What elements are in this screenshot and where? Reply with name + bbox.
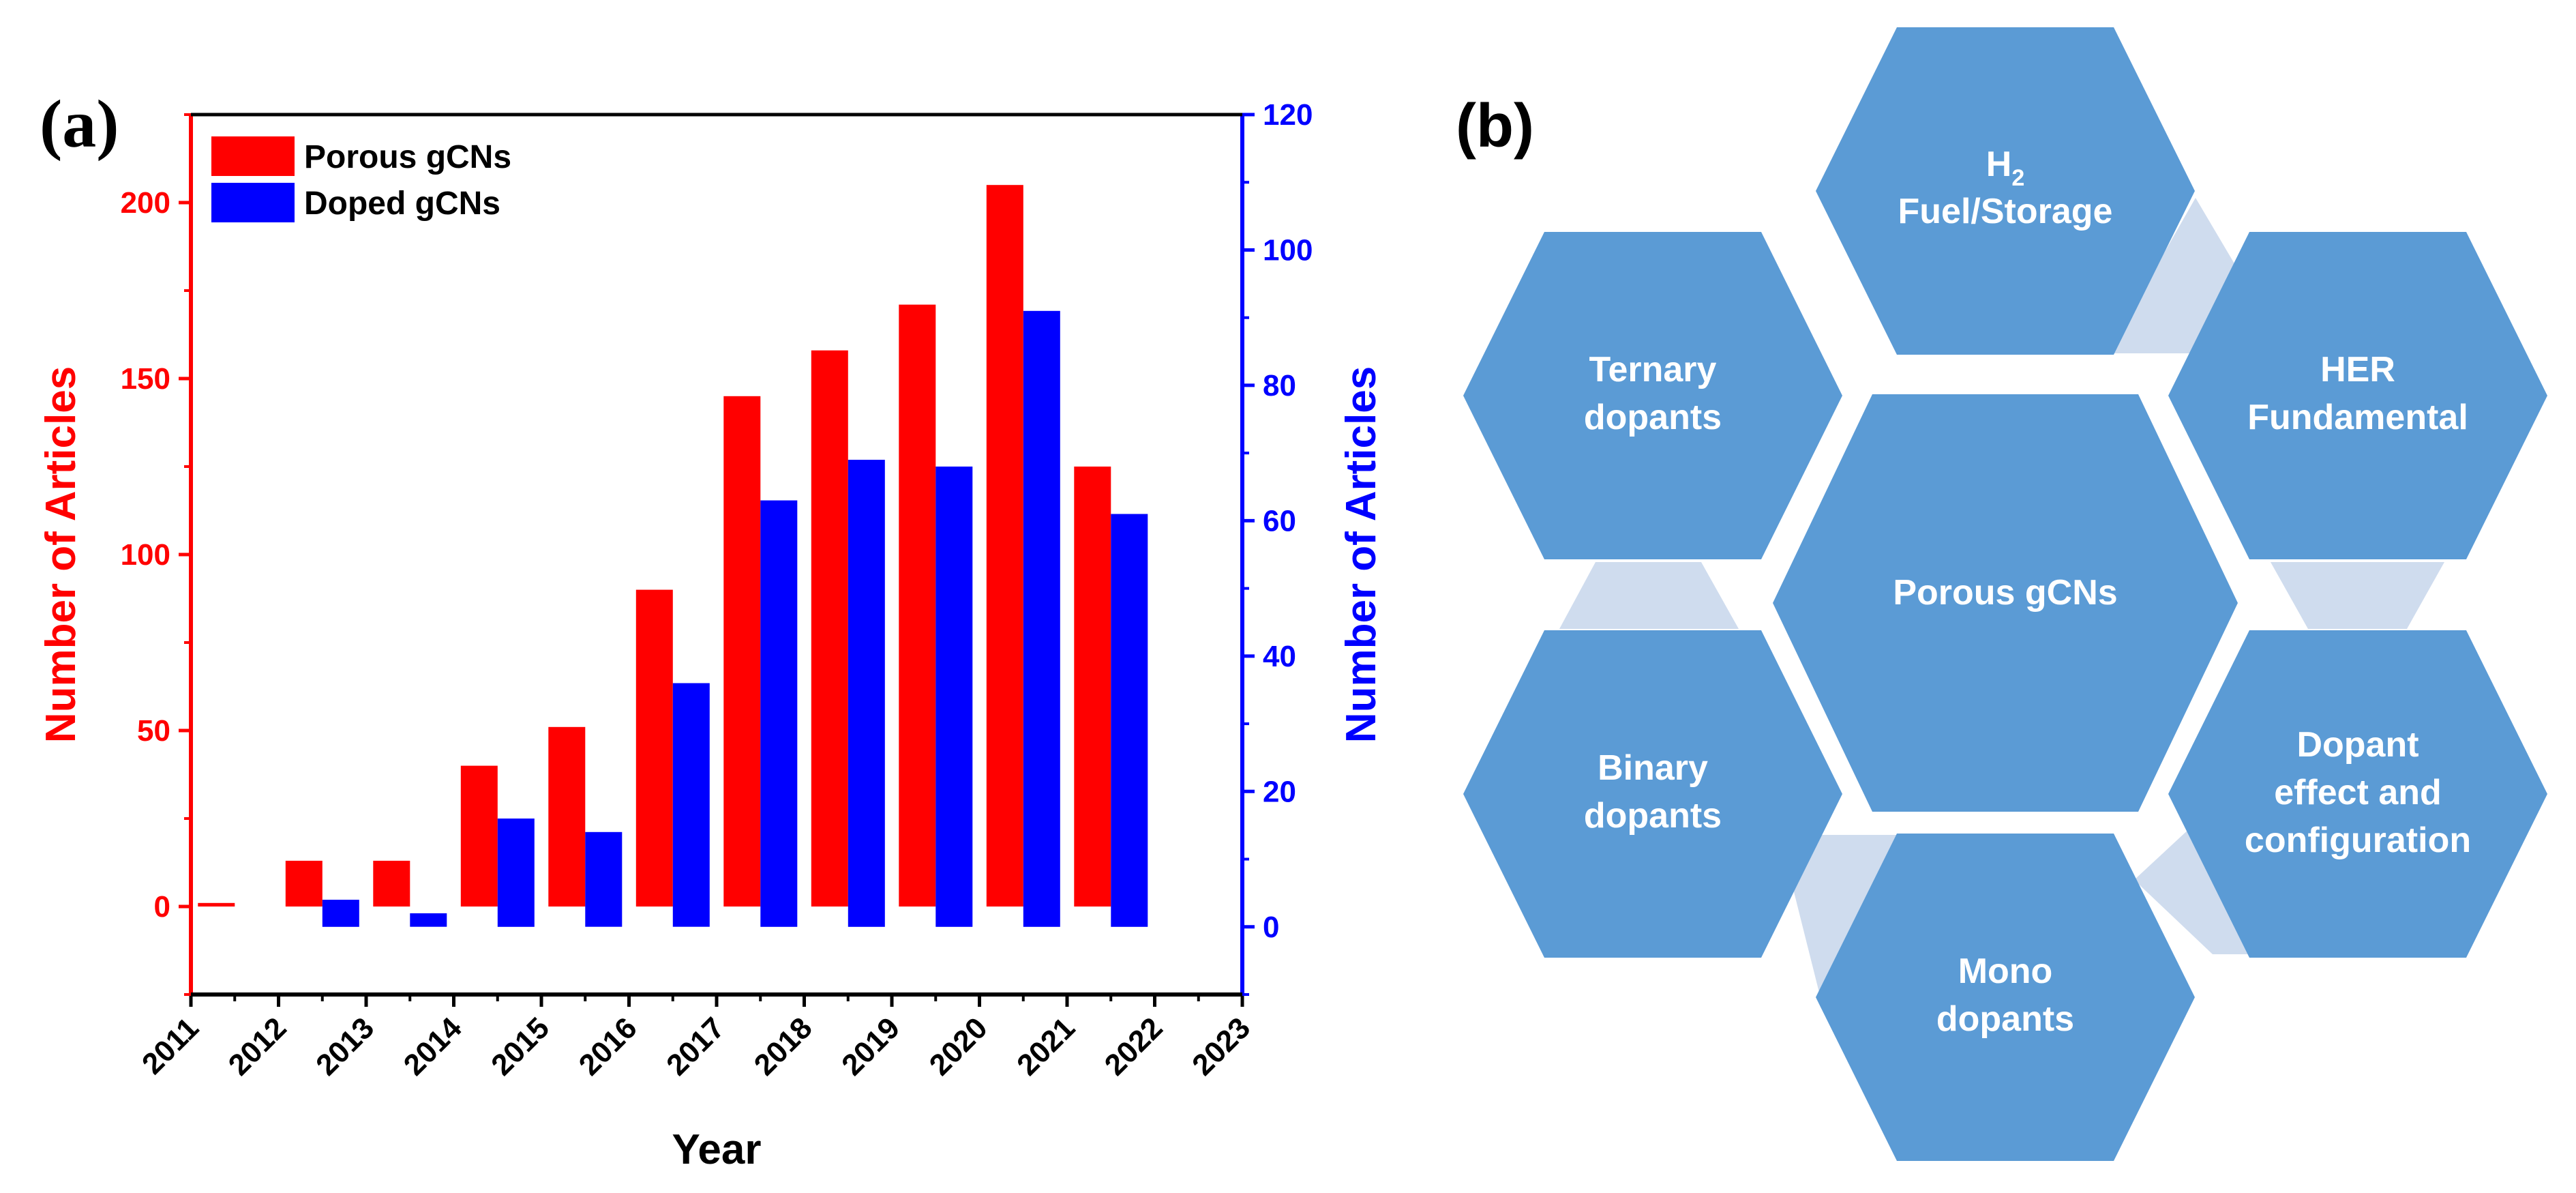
y-left-tick-label-100: 100 [121, 538, 170, 572]
connector-top-upper-right [2107, 198, 2240, 353]
bar-porous-4 [548, 726, 586, 907]
h-subscript: 2 [2011, 165, 2024, 191]
hex-upper-left-label-line1: Ternary [1589, 350, 1717, 389]
h-letter: H [1986, 145, 2012, 184]
bar-porous-0 [198, 902, 235, 907]
legend-swatch-porous [211, 136, 295, 176]
bar-porous-8 [899, 304, 936, 907]
bar-porous-6 [723, 396, 761, 907]
bar-doped-0 [322, 900, 359, 927]
legend: Porous gCNs Doped gCNs [211, 136, 511, 222]
y-right-tick-label-80: 80 [1263, 369, 1296, 402]
legend-swatch-doped [211, 183, 295, 222]
bar-doped-7 [935, 467, 973, 927]
hex-labels: Porous gCNs H2 Fuel/Storage HER Fundamen… [1584, 145, 2471, 1039]
bar-porous-2 [373, 860, 410, 907]
legend-label-porous: Porous gCNs [304, 139, 511, 175]
hex-upper-right-label-line2: Fundamental [2247, 398, 2468, 437]
bars-group [198, 185, 1148, 927]
hex-lower-right-label-line1: Dopant [2296, 725, 2418, 765]
y-right-tick-label-60: 60 [1263, 504, 1296, 537]
hex-lower-right-label-line2: effect and [2274, 773, 2442, 812]
panel-b-label: (b) [1456, 92, 1534, 160]
bar-porous-10 [1074, 467, 1111, 907]
hex-center-label: Porous gCNs [1893, 573, 2117, 613]
y-right-tick-label-20: 20 [1263, 775, 1296, 808]
hex-lower-right [2168, 630, 2547, 958]
hex-lower-left-label-line2: dopants [1584, 796, 1722, 836]
bar-porous-1 [285, 860, 323, 907]
y-left-tick-label-50: 50 [137, 714, 170, 748]
y-right-tick-label-40: 40 [1263, 640, 1296, 673]
hex-bottom-label-line1: Mono [1958, 952, 2053, 991]
y-axis-left-title: Number of Articles [38, 366, 85, 743]
bar-doped-3 [585, 831, 623, 927]
bar-doped-1 [410, 913, 447, 927]
bar-doped-2 [497, 819, 535, 927]
connector-upper-right-lower-right [2271, 562, 2444, 629]
y-right-tick-label-0: 0 [1263, 911, 1279, 944]
panel-a-label: (a) [40, 86, 119, 162]
connector-lower-left-upper-left [1559, 562, 1739, 629]
hex-center [1773, 394, 2238, 812]
hex-bottom-label-line2: dopants [1936, 999, 2074, 1039]
hex-top-label-line2: Fuel/Storage [1898, 192, 2113, 231]
y-right-tick-label-120: 120 [1263, 98, 1313, 132]
bar-porous-7 [811, 350, 848, 907]
bar-porous-5 [635, 589, 673, 907]
hexagons [1463, 27, 2547, 1161]
hex-upper-right [2168, 232, 2547, 559]
hex-upper-left-label-line2: dopants [1584, 398, 1722, 437]
hex-lower-left-label-line1: Binary [1598, 748, 1708, 788]
hex-top-label-line1: H2 [1986, 145, 2024, 191]
y-left-tick-label-0: 0 [154, 890, 170, 924]
y-left-tick-label-200: 200 [121, 186, 170, 220]
hex-lower-left [1463, 630, 1842, 958]
x-axis-title: Year [672, 1126, 761, 1173]
bar-porous-9 [986, 185, 1023, 907]
bar-doped-8 [1023, 310, 1060, 927]
y-left-tick-label-150: 150 [121, 362, 170, 396]
hex-upper-right-label-line1: HER [2320, 350, 2395, 389]
bar-doped-4 [672, 683, 710, 927]
bar-doped-6 [848, 460, 885, 927]
hex-lower-right-label-line3: configuration [2245, 821, 2471, 860]
bar-porous-3 [460, 765, 498, 907]
connectors [1559, 198, 2444, 992]
hex-bottom [1816, 834, 2195, 1161]
legend-label-doped: Doped gCNs [304, 186, 500, 222]
y-axis-right-title: Number of Articles [1338, 366, 1385, 743]
hex-upper-left [1463, 232, 1842, 559]
y-right-tick-label-100: 100 [1263, 233, 1313, 267]
bar-doped-5 [760, 500, 798, 927]
bar-doped-9 [1111, 514, 1148, 927]
connector-lower-right-bottom [2134, 810, 2257, 954]
hex-top [1816, 27, 2195, 355]
